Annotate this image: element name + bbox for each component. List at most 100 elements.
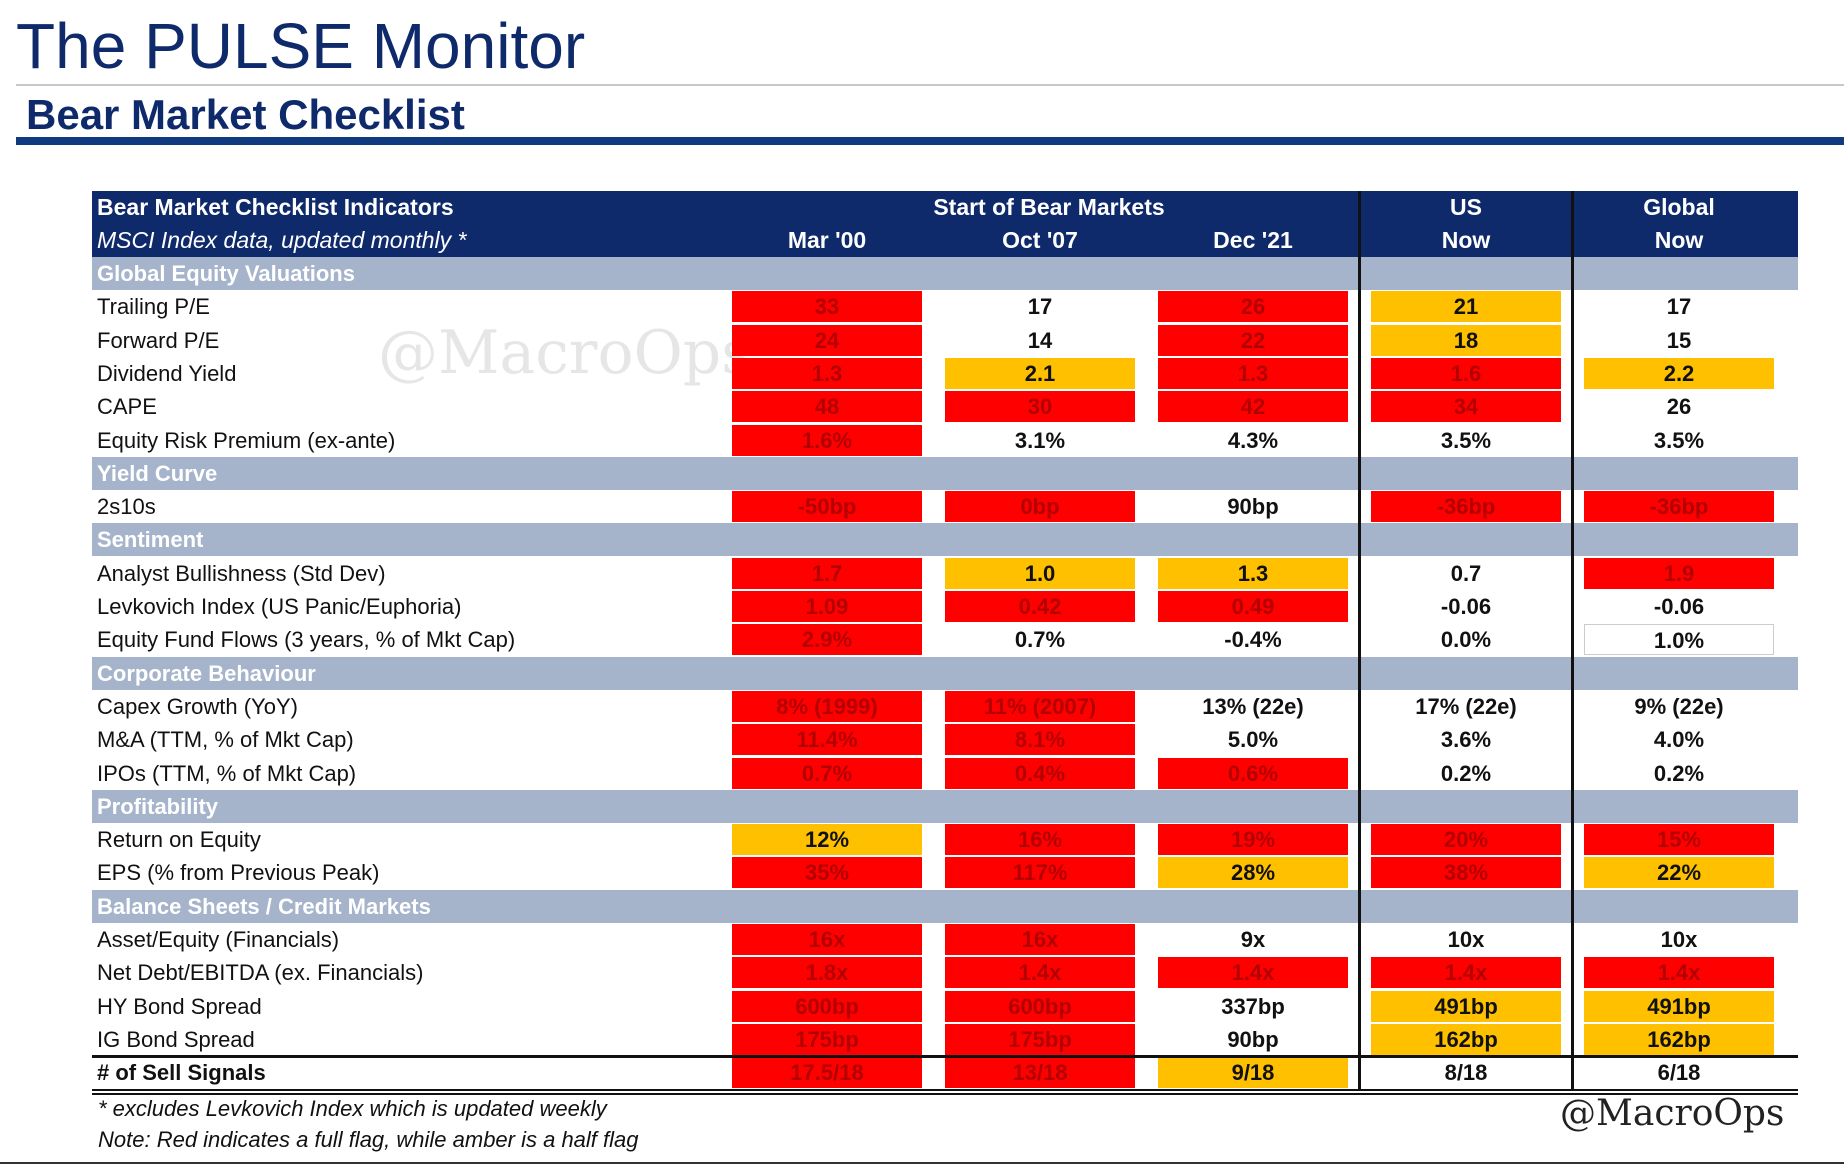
value-cell: 34 — [1371, 391, 1561, 423]
value-cell: 117% — [945, 857, 1135, 889]
value-cell: 33 — [732, 291, 922, 323]
page-title: The PULSE Monitor — [16, 10, 586, 82]
value-cell: 17.5/18 — [732, 1057, 922, 1089]
column-header-0: Mar '00 — [787, 227, 867, 253]
section-header: Yield Curve — [92, 456, 1798, 490]
value-cell: 28% — [1158, 857, 1348, 889]
value-cell: 0.49 — [1158, 591, 1348, 622]
value-cell: 22 — [1158, 324, 1348, 356]
value-cell: 0.7 — [1450, 560, 1482, 586]
table-row: Dividend Yield 1.3 2.1 1.3 1.6 2.2 — [92, 357, 1798, 390]
value-cell: 2.9% — [732, 624, 922, 656]
value-cell: 4.3% — [1227, 427, 1279, 453]
value-cell: -0.4% — [1224, 627, 1282, 653]
section-title: Sentiment — [97, 527, 204, 553]
value-cell: 1.0 — [945, 557, 1135, 589]
value-cell: 0.42 — [945, 591, 1135, 622]
indicator-label: HY Bond Spread — [97, 993, 262, 1019]
value-cell: 15 — [1666, 327, 1692, 353]
value-cell: -36bp — [1371, 491, 1561, 523]
value-cell: 19% — [1158, 824, 1348, 856]
table-row: IG Bond Spread 175bp 175bp 90bp 162bp 162bp — [92, 1023, 1798, 1056]
value-cell: 0bp — [945, 491, 1135, 523]
value-cell: 35% — [732, 857, 922, 889]
indicator-label: CAPE — [97, 394, 157, 420]
value-cell: 26 — [1666, 394, 1692, 420]
value-cell: 16x — [732, 924, 922, 955]
value-cell: 1.4x — [1158, 957, 1348, 989]
total-label: # of Sell Signals — [97, 1060, 266, 1086]
value-cell: 1.4x — [1584, 957, 1774, 989]
total-row: # of Sell Signals 17.5/18 13/18 9/18 8/18 6/1… — [92, 1056, 1798, 1089]
table-row: IPOs (TTM, % of Mkt Cap) 0.7% 0.4% 0.6% 0.2%… — [92, 757, 1798, 790]
value-cell: 1.0% — [1584, 624, 1774, 656]
column-header-1: Oct '07 — [1002, 227, 1078, 253]
value-cell: 3.5% — [1653, 427, 1705, 453]
value-cell: 3.6% — [1440, 727, 1492, 753]
section-title: Balance Sheets / Credit Markets — [97, 893, 431, 919]
value-cell: 600bp — [945, 990, 1135, 1022]
value-cell: 175bp — [732, 1023, 922, 1055]
value-cell: 17 — [1666, 294, 1692, 320]
value-cell: 21 — [1371, 291, 1561, 323]
table-row: 2s10s -50bp 0bp 90bp -36bp -36bp — [92, 490, 1798, 523]
section-title: Profitability — [97, 793, 219, 819]
title-divider — [16, 84, 1844, 86]
value-cell: 1.9 — [1584, 557, 1774, 589]
table-row: EPS (% from Previous Peak) 35% 117% 28% 38% 2… — [92, 856, 1798, 889]
table-row: Levkovich Index (US Panic/Euphoria) 1.09 0… — [92, 590, 1798, 623]
value-cell: 0.7% — [732, 757, 922, 789]
indicator-label: Equity Fund Flows (3 years, % of Mkt Cap… — [97, 627, 516, 653]
value-cell: 600bp — [732, 990, 922, 1022]
value-cell: -50bp — [732, 491, 922, 523]
section-header: Corporate Behaviour — [92, 656, 1798, 690]
column-divider-1 — [1571, 191, 1574, 1091]
value-cell: 3.5% — [1440, 427, 1492, 453]
table-row: Equity Risk Premium (ex-ante) 1.6% 3.1% 4.3… — [92, 424, 1798, 457]
value-cell: 9% (22e) — [1634, 693, 1724, 719]
value-cell: 42 — [1158, 391, 1348, 423]
value-cell: 0.2% — [1653, 760, 1705, 786]
value-cell: 1.3 — [1158, 357, 1348, 389]
value-cell: 9/18 — [1158, 1057, 1348, 1089]
section-title: Corporate Behaviour — [97, 660, 316, 686]
value-cell: 3.1% — [1014, 427, 1066, 453]
value-cell: 1.3 — [1158, 557, 1348, 589]
value-cell: 17 — [1027, 294, 1053, 320]
value-cell: 6/18 — [1657, 1060, 1701, 1086]
table-row: CAPE 48 30 42 34 26 — [92, 390, 1798, 423]
value-cell: 48 — [732, 391, 922, 423]
indicator-label: Levkovich Index (US Panic/Euphoria) — [97, 594, 462, 619]
bottom-divider — [0, 1162, 1844, 1164]
value-cell: 1.4x — [945, 957, 1135, 989]
indicator-column-title: Bear Market Checklist Indicators — [97, 194, 454, 220]
table-row: Net Debt/EBITDA (ex. Financials) 1.8x 1.4x… — [92, 956, 1798, 989]
value-cell: 1.3 — [732, 357, 922, 389]
value-cell: 0.4% — [945, 757, 1135, 789]
indicator-label: Net Debt/EBITDA (ex. Financials) — [97, 960, 424, 986]
table-row: Equity Fund Flows (3 years, % of Mkt Cap… — [92, 623, 1798, 656]
value-cell: 16x — [945, 924, 1135, 955]
value-cell: 16% — [945, 824, 1135, 856]
value-cell: -0.06 — [1440, 594, 1492, 619]
column-header-top-3: US — [1450, 194, 1482, 220]
total-bottom-rule — [92, 1088, 1798, 1091]
indicator-label: IG Bond Spread — [97, 1026, 255, 1052]
value-cell: 20% — [1371, 824, 1561, 856]
total-double-rule — [92, 1092, 1798, 1095]
value-cell: 175bp — [945, 1023, 1135, 1055]
table-row: Return on Equity 12% 16% 19% 20% 15% — [92, 823, 1798, 856]
value-cell: 11.4% — [732, 724, 922, 756]
value-cell: 0.0% — [1440, 627, 1492, 653]
author-handle: @MacroOps — [1560, 1093, 1785, 1134]
indicator-label: Dividend Yield — [97, 360, 237, 386]
value-cell: 8% (1999) — [732, 690, 922, 722]
total-top-rule — [92, 1055, 1798, 1059]
indicator-label: Forward P/E — [97, 327, 220, 353]
value-cell: 26 — [1158, 291, 1348, 323]
value-cell: 1.6% — [732, 424, 922, 456]
value-cell: 1.7 — [732, 557, 922, 589]
section-header: Global Equity Valuations — [92, 257, 1798, 290]
indicator-label: M&A (TTM, % of Mkt Cap) — [97, 727, 354, 753]
value-cell: -0.06 — [1653, 594, 1705, 619]
